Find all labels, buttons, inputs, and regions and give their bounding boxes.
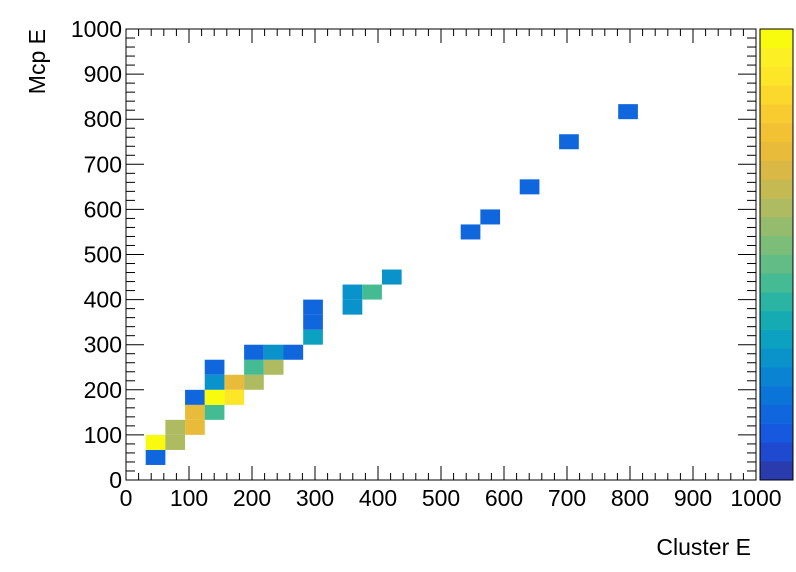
colorbar-swatch: [760, 367, 793, 387]
y-tick-label: 300: [84, 332, 122, 358]
colorbar-swatch: [760, 329, 793, 349]
y-tick-label: 700: [84, 151, 122, 177]
heatmap-cell: [618, 104, 638, 120]
heatmap-cell: [342, 299, 363, 315]
x-axis-title: Cluster E: [656, 534, 751, 560]
colorbar-swatch: [760, 348, 793, 368]
colorbar-swatch: [760, 292, 793, 312]
colorbar-swatch: [760, 273, 793, 293]
colorbar-frame: [759, 28, 794, 481]
heatmap-cell: [204, 389, 225, 405]
x-tick-label: 0: [120, 485, 133, 511]
heatmap-cells: [145, 104, 638, 465]
colorbar-swatch: [760, 423, 793, 443]
x-tick-label: 1000: [730, 485, 781, 511]
colorbar-swatch: [760, 179, 793, 199]
heatmap-cell: [165, 434, 186, 450]
heatmap-cell: [204, 359, 225, 375]
heatmap-cell: [224, 389, 245, 405]
colorbar-swatch: [760, 85, 793, 105]
y-tick-label: 1000: [71, 16, 122, 42]
heatmap-cell: [303, 314, 323, 330]
colorbar-swatch: [760, 141, 793, 161]
heatmap-cell: [263, 344, 284, 360]
heatmap-cell: [263, 359, 284, 375]
heatmap-cell: [342, 284, 363, 300]
colorbar-swatch: [760, 254, 793, 274]
heatmap-cell: [145, 449, 166, 465]
x-tick-label: 700: [548, 485, 586, 511]
heatmap-cell: [224, 374, 245, 390]
heatmap-cell: [460, 224, 481, 240]
colorbar-swatch: [760, 104, 793, 124]
heatmap-cell: [303, 329, 323, 345]
heatmap-cell: [185, 389, 205, 405]
colorbar-swatch: [760, 160, 793, 180]
colorbar-swatch: [760, 216, 793, 237]
heatmap-cell: [204, 404, 225, 420]
colorbar-swatch: [760, 386, 793, 406]
y-tick-label: 400: [84, 287, 122, 313]
heatmap-cell: [185, 419, 205, 435]
colorbar-swatch: [760, 310, 793, 330]
colorbar-swatch: [760, 442, 793, 462]
heatmap-cell: [185, 404, 205, 420]
colorbar-swatch: [760, 198, 793, 218]
heatmap-cell: [559, 134, 579, 150]
y-tick-label: 500: [84, 242, 122, 268]
colorbar-swatch: [760, 29, 793, 49]
x-tick-label: 400: [359, 485, 397, 511]
x-tick-label: 800: [611, 485, 649, 511]
heatmap-cell: [204, 374, 225, 390]
heatmap-cell: [244, 359, 264, 375]
y-tick-label: 900: [84, 61, 122, 87]
colorbar: [759, 28, 794, 481]
y-tick-label: 100: [84, 422, 122, 448]
heatmap-cell: [244, 344, 264, 360]
y-tick-label: 600: [84, 196, 122, 222]
heatmap-cell: [303, 299, 323, 315]
heatmap-cell: [145, 434, 166, 450]
x-tick-label: 900: [674, 485, 712, 511]
colorbar-swatch: [760, 122, 793, 143]
axis-ticks: 0 100 200 300 400 500 600 700 800 900 1000 0 100 200 3…: [71, 16, 782, 511]
heatmap-cell: [381, 269, 402, 285]
x-tick-label: 200: [233, 485, 271, 511]
heatmap-cell: [244, 374, 264, 390]
heatmap-cell: [283, 344, 304, 360]
colorbar-swatch: [760, 404, 793, 424]
y-axis-title: Mcp E: [24, 29, 50, 94]
y-tick-label: 0: [109, 467, 122, 493]
heatmap-cell: [362, 284, 382, 300]
heatmap-cell: [519, 179, 540, 195]
colorbar-swatch: [760, 47, 793, 67]
x-tick-label: 500: [422, 485, 460, 511]
y-tick-label: 800: [84, 106, 122, 132]
colorbar-swatch: [760, 235, 793, 255]
x-tick-label: 300: [296, 485, 334, 511]
x-tick-label: 600: [485, 485, 523, 511]
y-tick-label: 200: [84, 377, 122, 403]
heatmap-cell: [480, 209, 501, 225]
heatmap-cell: [165, 419, 186, 435]
colorbar-swatch: [760, 461, 793, 481]
colorbar-swatch: [760, 66, 793, 86]
x-tick-label: 100: [170, 485, 208, 511]
